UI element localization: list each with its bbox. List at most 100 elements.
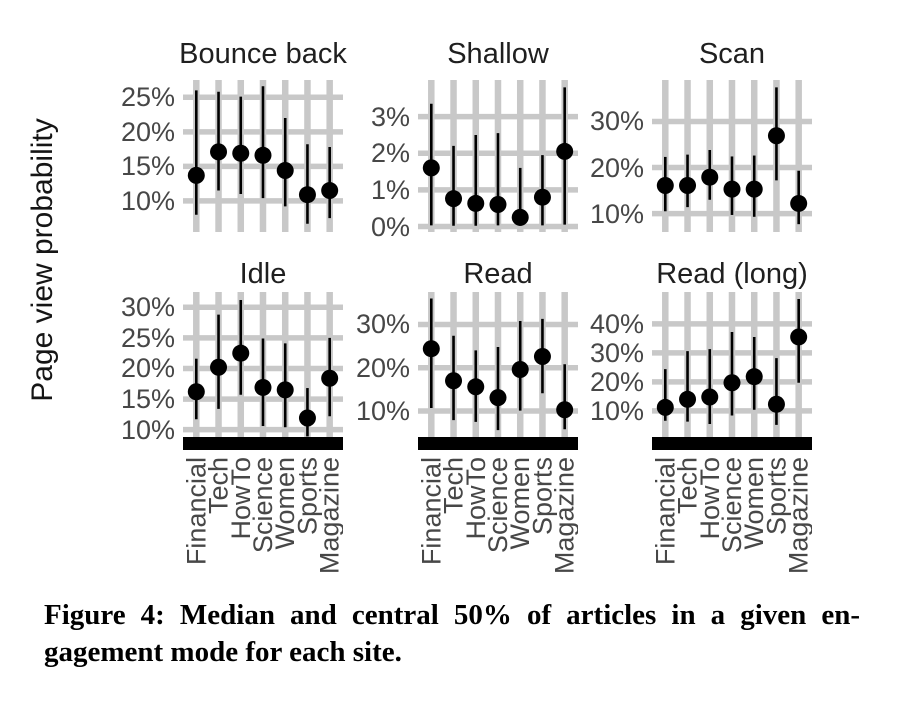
- median-point: [556, 401, 574, 419]
- pointrange-sports: [533, 318, 551, 394]
- median-point: [210, 143, 228, 161]
- y-tick-label: 30%: [355, 309, 410, 340]
- panel-scan: Scan 10% 20% 30%: [560, 38, 812, 248]
- median-point: [445, 190, 463, 208]
- y-tick-label: 20%: [589, 152, 644, 183]
- plot-area: FinancialTechHowToScienceWomenSportsMaga…: [652, 292, 812, 574]
- pointrange-women: [745, 155, 763, 217]
- median-point: [489, 196, 507, 214]
- median-point: [556, 142, 574, 160]
- median-point: [679, 176, 697, 194]
- median-point: [422, 340, 440, 358]
- y-tick-label: 30%: [120, 292, 175, 323]
- pointrange-science: [723, 332, 741, 416]
- pointrange-women: [511, 321, 529, 411]
- y-tick-label: 15%: [120, 151, 175, 182]
- median-point: [467, 194, 485, 212]
- pointrange-science: [489, 133, 507, 226]
- y-tick-label: 2%: [370, 138, 410, 169]
- y-tick-label: 3%: [370, 101, 410, 132]
- pointrange-howto: [467, 134, 485, 226]
- x-tick-label: Financial: [418, 457, 446, 565]
- pointrange-tech: [210, 314, 228, 409]
- pointrange-women: [745, 336, 763, 410]
- median-point: [298, 186, 316, 204]
- x-tick-label: Financial: [652, 457, 680, 565]
- y-tick-label: 30%: [589, 106, 644, 137]
- median-point: [187, 383, 205, 401]
- median-point: [511, 360, 529, 378]
- x-tick-label: Sports: [527, 457, 557, 535]
- panel-shallow: Shallow 0% 1% 2% 3%: [326, 38, 578, 248]
- median-point: [232, 344, 250, 362]
- figure-caption: Figure 4: Median and central 50% of arti…: [44, 597, 860, 671]
- median-point: [254, 378, 272, 396]
- x-tick-label: Tech: [673, 457, 703, 514]
- median-point: [467, 378, 485, 396]
- median-point: [656, 398, 674, 416]
- median-point: [276, 381, 294, 399]
- median-point: [679, 390, 697, 408]
- panel-title: Read (long): [656, 258, 808, 290]
- pointrange-tech: [679, 154, 697, 208]
- caption-line: Figure 4: Median and central 50% of arti…: [44, 599, 860, 631]
- pointrange-financial: [656, 156, 674, 212]
- median-point: [489, 389, 507, 407]
- median-point: [723, 180, 741, 198]
- pointrange-tech: [445, 335, 463, 421]
- pointrange-howto: [467, 350, 485, 422]
- pointrange-sports: [298, 388, 316, 437]
- pointrange-women: [276, 118, 294, 207]
- pointrange-howto: [701, 150, 719, 200]
- pointrange-financial: [422, 298, 440, 408]
- panel-title: Read: [463, 258, 533, 290]
- median-point: [701, 168, 719, 186]
- median-point: [701, 388, 719, 406]
- caption-line: gagement mode for each site.: [44, 636, 402, 668]
- y-tick-labels: 10% 15% 20% 25%: [91, 80, 175, 232]
- pointrange-magazine: [556, 364, 574, 430]
- x-tick-label: Magazine: [784, 457, 812, 574]
- median-point: [767, 395, 785, 413]
- y-tick-labels: 0% 1% 2% 3%: [326, 80, 410, 242]
- median-point: [767, 127, 785, 145]
- pointrange-sports: [767, 358, 785, 425]
- y-tick-label: 10%: [120, 414, 175, 445]
- pointrange-financial: [422, 103, 440, 226]
- y-tick-labels: 10% 15% 20% 25% 30%: [91, 292, 175, 444]
- pointrange-howto: [701, 349, 719, 424]
- pointrange-science: [254, 338, 272, 426]
- x-tick-label: Science: [248, 457, 278, 553]
- pointrange-financial: [187, 358, 205, 420]
- median-point: [187, 166, 205, 184]
- median-point: [656, 176, 674, 194]
- y-tick-label: 20%: [355, 352, 410, 383]
- x-tick-label: Financial: [183, 457, 211, 565]
- pointrange-tech: [210, 91, 228, 191]
- median-point: [210, 358, 228, 376]
- panel-title: Scan: [698, 38, 766, 70]
- plot-area: [652, 80, 812, 232]
- panel-read: Read 10% 20% 30% Financial Tech HowTo Science…: [326, 258, 578, 588]
- panel-title: Bounce back: [179, 38, 347, 70]
- x-tick-label: Magazine: [550, 457, 578, 574]
- x-axis-bar: [418, 437, 578, 450]
- median-point: [745, 368, 763, 386]
- panel-idle: Idle 10% 15% 20% 25% 30% Financial Tech HowTo S…: [91, 258, 343, 588]
- x-tick-label: Women: [270, 457, 300, 550]
- median-point: [445, 372, 463, 390]
- y-tick-label: 0%: [370, 211, 410, 242]
- pointrange-women: [511, 167, 529, 226]
- pointrange-tech: [445, 145, 463, 226]
- median-point: [276, 162, 294, 180]
- pointrange-magazine: [321, 337, 339, 417]
- median-point: [321, 369, 339, 387]
- panel-title: Idle: [239, 258, 287, 290]
- median-point: [790, 328, 808, 346]
- median-point: [723, 374, 741, 392]
- pointrange-howto: [232, 96, 250, 194]
- pointrange-magazine: [790, 170, 808, 225]
- plot-area: [183, 80, 343, 232]
- y-tick-label: 25%: [120, 82, 175, 113]
- pointrange-science: [254, 86, 272, 199]
